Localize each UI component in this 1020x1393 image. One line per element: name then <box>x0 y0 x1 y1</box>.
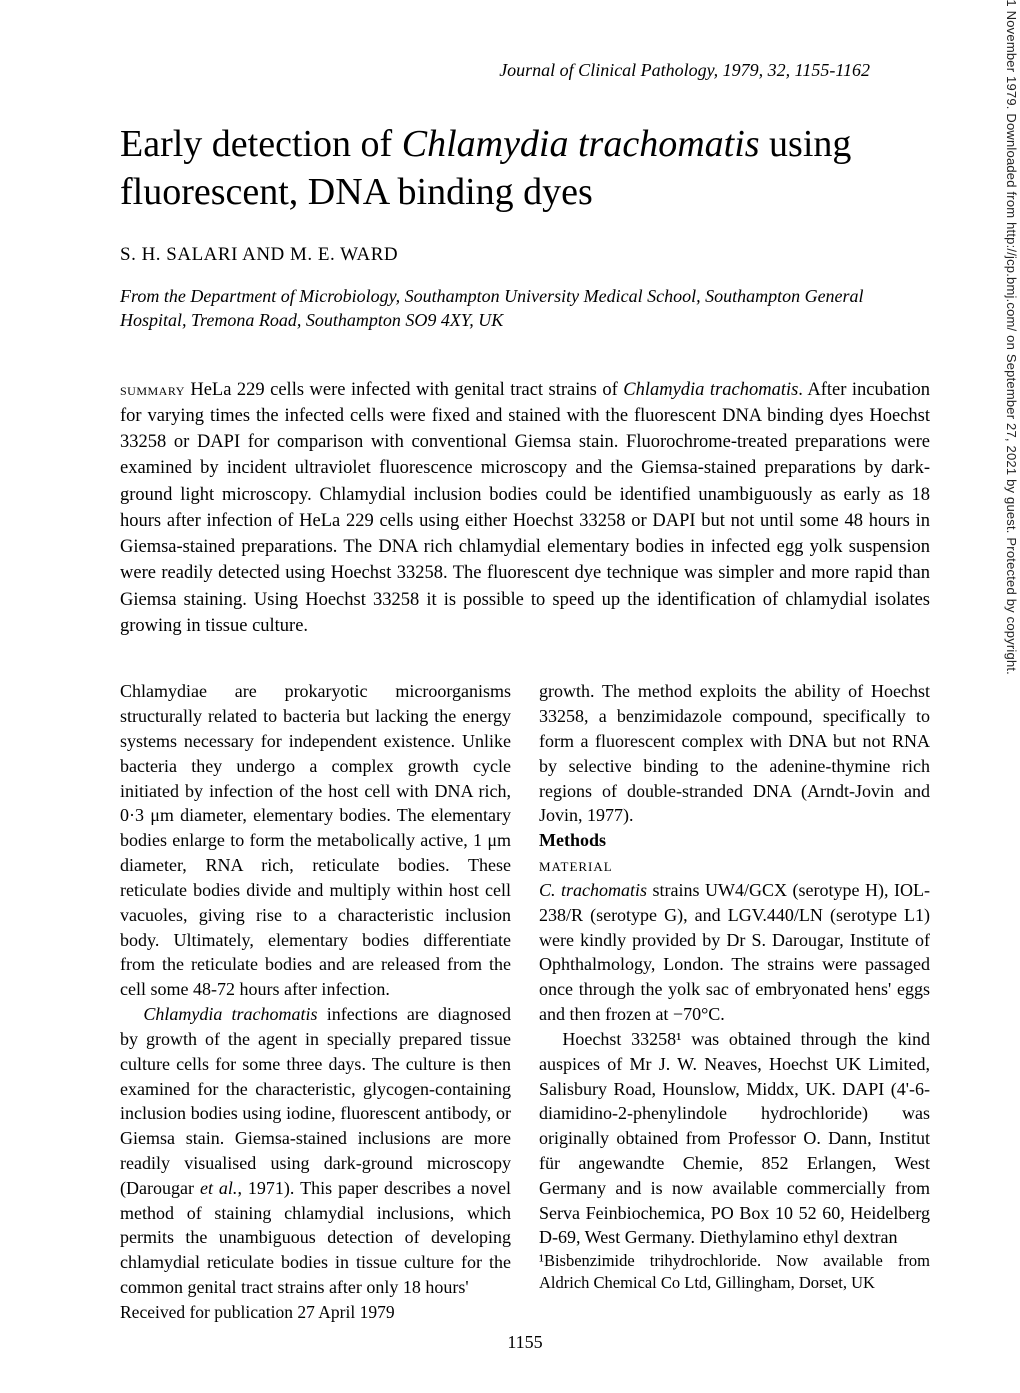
summary-text-1: HeLa 229 cells were infected with genita… <box>185 380 623 400</box>
summary-lead: SUMMARY <box>120 379 185 399</box>
intro-paragraph-1: Chlamydiae are prokaryotic microorganism… <box>120 679 511 1002</box>
article-title: Early detection of Chlamydia trachomatis… <box>120 121 930 216</box>
intro-paragraph-2a: infections are diagnosed by growth of th… <box>120 1004 511 1198</box>
summary-block: SUMMARY HeLa 229 cells were infected wit… <box>120 377 930 640</box>
page-container: Journal of Clinical Pathology, 1979, 32,… <box>0 0 1020 1393</box>
title-text-pre: Early detection of <box>120 123 402 165</box>
material-paragraph-2: Hoechst 33258¹ was obtained through the … <box>539 1027 930 1250</box>
col2-paragraph-1: growth. The method exploits the ability … <box>539 679 930 828</box>
copyright-side-note: J Clin Pathol: first published as 10.113… <box>1005 0 1020 675</box>
et-al: et al. <box>200 1178 237 1198</box>
summary-text-2: . After incubation for varying times the… <box>120 380 930 636</box>
species-name-2: C. trachomatis <box>539 880 647 900</box>
authors: S. H. SALARI AND M. E. WARD <box>120 244 930 266</box>
material-paragraph-1-text: strains UW4/GCX (serotype H), IOL-238/R … <box>539 880 930 1024</box>
material-paragraph-1: C. trachomatis strains UW4/GCX (serotype… <box>539 878 930 1027</box>
material-subheading: MATERIAL <box>539 853 930 878</box>
affiliation: From the Department of Microbiology, Sou… <box>120 284 930 333</box>
body-columns: Chlamydiae are prokaryotic microorganism… <box>120 679 930 1324</box>
intro-paragraph-2: Chlamydia trachomatis infections are dia… <box>120 1002 511 1300</box>
footnote: ¹Bisbenzimide trihydrochloride. Now avai… <box>539 1250 930 1293</box>
methods-heading: Methods <box>539 828 930 853</box>
species-name: Chlamydia trachomatis <box>143 1004 317 1024</box>
received-date: Received for publication 27 April 1979 <box>120 1300 511 1324</box>
summary-species-name: Chlamydia trachomatis <box>623 380 798 400</box>
journal-reference: Journal of Clinical Pathology, 1979, 32,… <box>120 60 930 81</box>
title-species-name: Chlamydia trachomatis <box>402 123 760 165</box>
